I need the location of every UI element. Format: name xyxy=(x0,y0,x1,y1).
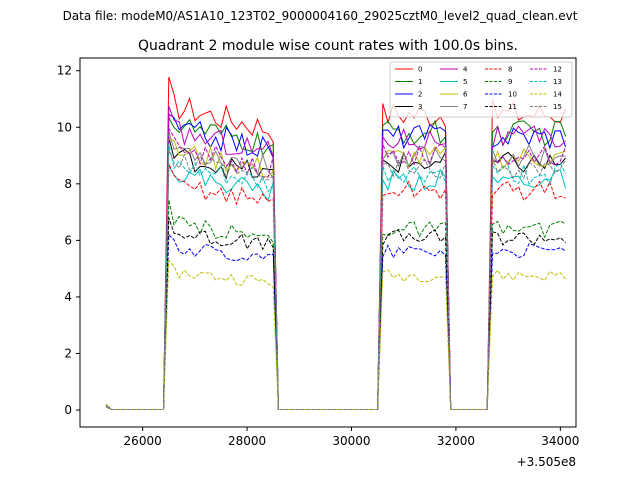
legend-label-9: 9 xyxy=(508,78,512,86)
legend-label-6: 6 xyxy=(463,91,468,99)
x-offset-label: +3.505e8 xyxy=(517,455,576,469)
legend-label-13: 13 xyxy=(553,78,562,86)
axes-frame xyxy=(79,57,577,428)
legend-frame xyxy=(389,61,573,118)
legend-label-14: 14 xyxy=(553,91,562,99)
y-axis: 0 2 4 6 8 10 12 xyxy=(57,64,80,417)
chart-title: Quadrant 2 module wise count rates with … xyxy=(138,38,518,54)
legend-label-3: 3 xyxy=(418,103,422,111)
legend-label-8: 8 xyxy=(508,66,512,74)
y-tick-label: 4 xyxy=(64,290,72,304)
x-tick-label: 28000 xyxy=(228,434,266,448)
plot-area xyxy=(80,58,576,427)
x-tick-label: 26000 xyxy=(124,434,162,448)
x-tick-label: 34000 xyxy=(541,434,579,448)
legend-label-7: 7 xyxy=(463,103,467,111)
x-axis: 26000 28000 30000 32000 34000 xyxy=(124,427,579,448)
legend-label-10: 10 xyxy=(508,91,517,99)
x-tick-label: 30000 xyxy=(332,434,370,448)
series-line-15 xyxy=(105,150,567,410)
series-line-11 xyxy=(105,217,566,410)
series-group xyxy=(105,76,567,410)
series-line-8 xyxy=(105,163,566,410)
y-tick-label: 0 xyxy=(64,403,72,417)
x-tick-label: 32000 xyxy=(437,434,475,448)
y-tick-label: 2 xyxy=(64,346,72,360)
y-tick-label: 6 xyxy=(64,233,72,247)
legend-label-0: 0 xyxy=(418,66,422,74)
legend-label-4: 4 xyxy=(463,66,468,74)
legend-label-15: 15 xyxy=(553,103,562,111)
y-tick-label: 8 xyxy=(64,177,72,191)
legend-label-2: 2 xyxy=(418,91,422,99)
legend-label-11: 11 xyxy=(508,103,517,111)
legend-label-5: 5 xyxy=(463,78,467,86)
legend-label-1: 1 xyxy=(418,78,422,86)
y-tick-label: 12 xyxy=(57,64,72,78)
legend-label-12: 12 xyxy=(553,66,562,74)
suptitle: Data file: modeM0/AS1A10_123T02_90000041… xyxy=(63,9,578,23)
y-tick-label: 10 xyxy=(57,120,72,134)
